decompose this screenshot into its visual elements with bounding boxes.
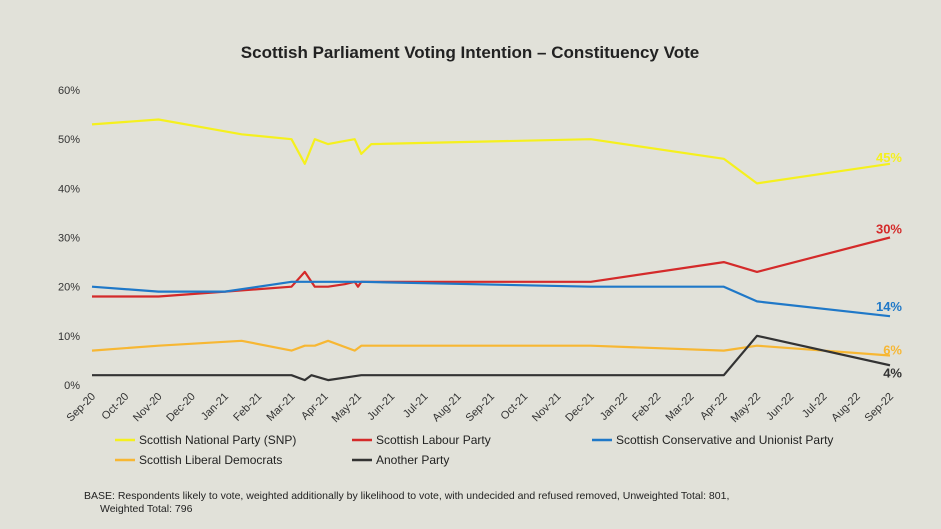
series-line-4 [92,334,891,382]
x-tick-label: Aug-21 [430,391,464,425]
y-axis: 0% 10% 20% 30% 40% 50% 60% [58,85,80,392]
y-tick-label: 60% [58,85,80,97]
end-label-3: 6% [883,343,902,358]
x-tick-label: Nov-20 [131,391,165,425]
y-tick-label: 40% [58,183,80,195]
footnote: BASE: Respondents likely to vote, weight… [84,490,904,516]
x-tick-label: May-21 [330,391,364,425]
series-lines [91,118,891,382]
end-label-2: 14% [876,299,902,314]
x-tick-label: Sep-22 [863,391,897,425]
y-tick-label: 20% [58,282,80,294]
y-tick-label: 30% [58,233,80,245]
legend-label-2: Scottish Conservative and Unionist Party [616,433,833,447]
x-tick-label: Feb-21 [231,391,264,424]
x-tick-label: Jan-22 [598,391,630,423]
x-tick-label: Apr-21 [299,391,331,423]
footnote-line2: Weighted Total: 796 [100,503,193,515]
x-tick-label: Jun-21 [365,391,397,423]
legend-label-3: Scottish Liberal Democrats [139,453,282,467]
end-labels: 45% 30% 14% 6% 4% [876,150,902,381]
end-label-0: 45% [876,150,902,165]
y-tick-label: 10% [58,331,80,343]
x-tick-label: Apr-22 [698,391,730,423]
x-tick-label: Jul-21 [401,391,431,421]
series-line-1 [92,236,891,298]
chart-title: Scottish Parliament Voting Intention – C… [241,43,699,62]
x-tick-label: Dec-20 [164,391,198,425]
end-label-4: 4% [883,365,902,380]
x-tick-label: Dec-21 [563,391,597,425]
x-tick-label: Feb-22 [630,391,663,424]
series-line-0 [91,118,891,185]
x-tick-label: Sep-21 [464,391,498,425]
legend-label-1: Scottish Labour Party [376,433,491,447]
x-tick-label: Oct-21 [499,391,531,423]
y-tick-label: 0% [64,380,80,392]
y-tick-label: 50% [58,134,80,146]
x-tick-label: Sep-20 [65,391,99,425]
x-tick-label: Aug-22 [829,391,863,425]
legend: Scottish National Party (SNP) Scottish La… [115,433,833,467]
legend-label-0: Scottish National Party (SNP) [139,433,296,447]
footnote-line1: BASE: Respondents likely to vote, weight… [84,490,730,502]
x-tick-label: Jan-21 [199,391,231,423]
x-tick-label: Mar-21 [264,391,297,424]
x-tick-label: Oct-20 [100,391,132,423]
x-tick-label: Jul-22 [800,391,830,421]
x-axis: Sep-20 Oct-20 Nov-20 Dec-20 Jan-21 Feb-21 Mar-… [65,391,897,425]
legend-label-4: Another Party [376,453,449,467]
series-line-3 [91,339,891,357]
x-tick-label: Mar-22 [663,391,696,424]
x-tick-label: Nov-21 [530,391,564,425]
x-tick-label: May-22 [729,391,763,425]
end-label-1: 30% [876,222,902,237]
series-line-2 [91,280,891,318]
x-tick-label: Jun-22 [764,391,796,423]
